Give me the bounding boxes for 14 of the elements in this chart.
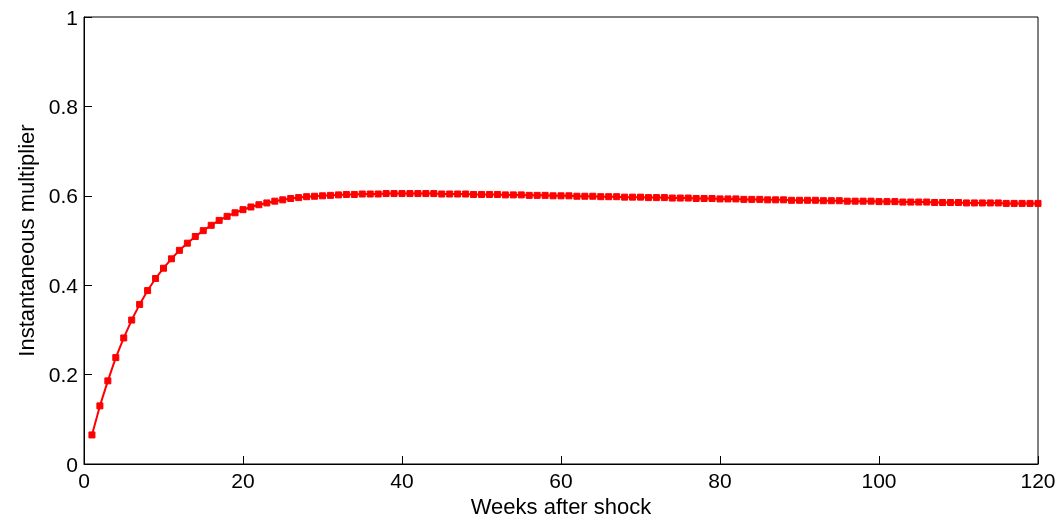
y-tick-label: 0.4 [48, 273, 79, 297]
y-tick-label: 0.6 [48, 184, 78, 208]
y-tick-label: 1 [66, 5, 78, 29]
x-tick-label: 100 [861, 469, 897, 492]
y-axis-title: Instantaneous multiplier [14, 124, 40, 357]
x-tick-label: 60 [549, 469, 573, 492]
x-tick-label: 80 [708, 469, 732, 492]
x-tick-label: 120 [1020, 469, 1056, 492]
x-tick-label: 20 [231, 469, 255, 492]
y-tick-label: 0.8 [48, 94, 78, 118]
y-tick-label: 0.2 [48, 363, 78, 387]
y-tick-label: 0 [66, 452, 78, 476]
x-axis-title: Weeks after shock [470, 494, 653, 520]
x-tick-label: 40 [390, 469, 414, 492]
